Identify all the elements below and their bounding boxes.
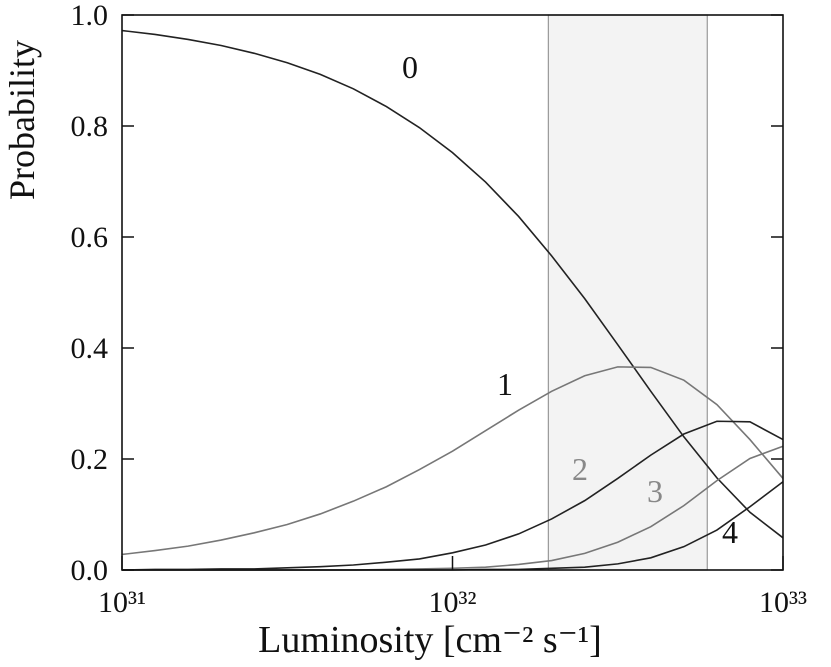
curve: [121, 420, 784, 571]
curve: [121, 366, 784, 556]
shaded-band: [547, 14, 708, 571]
x-axis-label: Luminosity [cm⁻² s⁻¹]: [258, 619, 602, 661]
y-tick-label: 0.4: [71, 332, 109, 365]
curve-label: 2: [572, 451, 588, 487]
x-tick-label: 10³³: [759, 586, 807, 619]
y-axis-label: Probability: [2, 40, 42, 200]
y-tick-label: 0.6: [71, 221, 109, 254]
curve-label: 3: [647, 473, 663, 509]
curve-label: 1: [497, 366, 513, 402]
x-tick-label: 10³¹: [98, 586, 146, 619]
y-tick-label: 0.0: [71, 554, 109, 587]
y-tick-label: 0.2: [71, 443, 109, 476]
curve: [121, 29, 784, 539]
x-tick-label: 10³²: [429, 586, 477, 619]
y-tick-label: 1.0: [71, 0, 109, 32]
curve-label: 0: [402, 49, 418, 85]
y-tick-label: 0.8: [71, 110, 109, 143]
curve-label: 4: [722, 514, 738, 550]
